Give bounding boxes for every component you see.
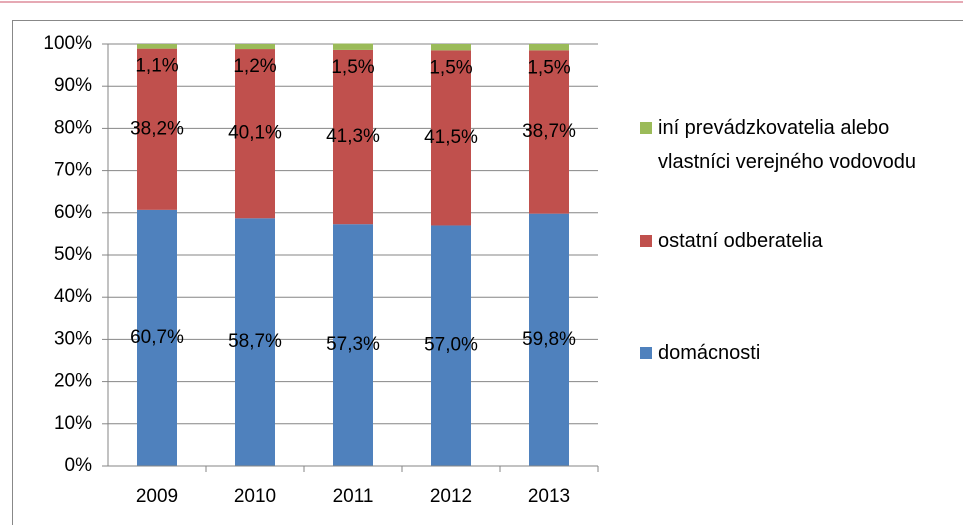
legend-swatch bbox=[640, 122, 652, 134]
x-tick-label: 2013 bbox=[528, 486, 570, 507]
bar-segment bbox=[137, 44, 177, 49]
data-label: 1,1% bbox=[135, 56, 178, 77]
bar-segment bbox=[431, 225, 471, 466]
data-label: 1,5% bbox=[429, 57, 472, 78]
legend-label: domácnosti bbox=[658, 342, 761, 364]
y-tick-label: 100% bbox=[43, 33, 92, 54]
y-tick-label: 0% bbox=[65, 455, 93, 476]
bar-segment bbox=[235, 44, 275, 50]
y-tick-label: 90% bbox=[54, 75, 92, 96]
data-label: 58,7% bbox=[228, 331, 282, 352]
bar-segment bbox=[529, 50, 569, 214]
data-label: 1,2% bbox=[233, 56, 276, 77]
bar-segment bbox=[137, 48, 177, 210]
x-tick-label: 2011 bbox=[333, 486, 374, 507]
x-tick-label: 2012 bbox=[430, 486, 472, 507]
bar-segment bbox=[137, 209, 177, 466]
data-label: 59,8% bbox=[522, 329, 576, 350]
y-tick-label: 60% bbox=[54, 202, 92, 223]
bar-segment bbox=[333, 43, 373, 50]
legend-label: iní prevádzkovatelia alebo vlastníci ver… bbox=[658, 117, 916, 173]
bar-segment bbox=[333, 49, 373, 225]
bar-segment bbox=[431, 44, 471, 51]
bar-segment bbox=[431, 50, 471, 226]
data-label: 1,5% bbox=[331, 57, 374, 78]
x-tick-label: 2009 bbox=[136, 486, 178, 507]
chart-frame bbox=[12, 20, 963, 525]
data-label: 41,5% bbox=[424, 127, 478, 148]
data-label: 57,3% bbox=[326, 334, 380, 355]
legend-swatch bbox=[640, 235, 652, 247]
y-tick-label: 10% bbox=[54, 413, 92, 434]
legend-label: ostatní odberatelia bbox=[658, 230, 823, 252]
data-label: 38,2% bbox=[130, 118, 184, 139]
data-label: 40,1% bbox=[228, 123, 282, 144]
y-tick-label: 50% bbox=[54, 244, 92, 265]
bar-segment bbox=[235, 218, 275, 466]
bar-segment bbox=[235, 49, 275, 219]
legend-swatch bbox=[640, 347, 652, 359]
y-tick-label: 20% bbox=[54, 371, 92, 392]
y-tick-label: 40% bbox=[54, 286, 92, 307]
bar-segment bbox=[333, 224, 373, 466]
data-label: 60,7% bbox=[130, 327, 184, 348]
y-tick-label: 30% bbox=[54, 328, 92, 349]
data-label: 41,3% bbox=[326, 126, 380, 147]
data-label: 57,0% bbox=[424, 335, 478, 356]
y-tick-label: 70% bbox=[54, 160, 92, 181]
bar-segment bbox=[529, 213, 569, 466]
y-tick-label: 80% bbox=[54, 117, 92, 138]
bar-segment bbox=[529, 44, 569, 51]
data-label: 1,5% bbox=[527, 57, 570, 78]
x-tick-label: 2010 bbox=[234, 486, 276, 507]
data-label: 38,7% bbox=[522, 121, 576, 142]
